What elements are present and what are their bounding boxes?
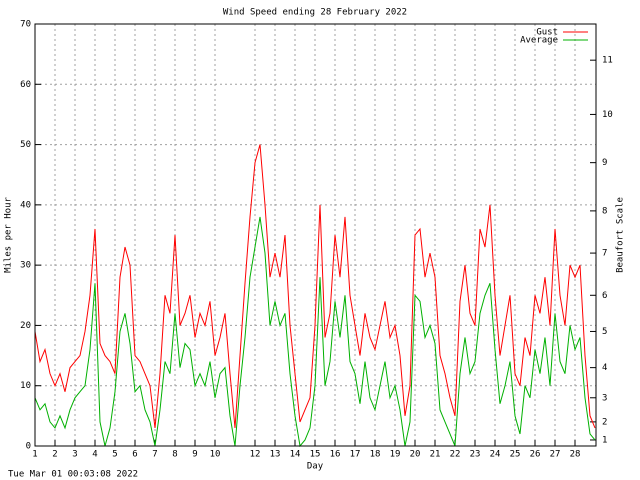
legend-label: Average: [520, 36, 558, 46]
x-tick-label: 27: [550, 450, 561, 460]
x-tick-label: 19: [390, 450, 401, 460]
x-tick-label: 2: [52, 450, 57, 460]
x-tick-label: 1: [32, 450, 37, 460]
x-tick-label: 14: [290, 450, 301, 460]
x-tick-label: 6: [132, 450, 137, 460]
y2-axis-label: Beaufort Scale: [616, 197, 626, 273]
x-tick-label: 7: [152, 450, 157, 460]
y-axis-label: Miles per Hour: [4, 196, 14, 272]
x-tick-label: 23: [470, 450, 481, 460]
x-tick-label: 13: [270, 450, 281, 460]
chart-title: Wind Speed ending 28 February 2022: [223, 8, 407, 18]
x-tick-label: 9: [192, 450, 197, 460]
x-tick-label: 28: [570, 450, 581, 460]
x-tick-label: 24: [490, 450, 501, 460]
x-tick-label: 18: [370, 450, 381, 460]
x-tick-label: 3: [72, 450, 77, 460]
y2-tick-label: 9: [602, 158, 607, 168]
y2-tick-label: 5: [602, 327, 607, 337]
y-tick-label: 60: [20, 80, 31, 90]
x-tick-label: 25: [510, 450, 521, 460]
data-line: [34, 144, 596, 429]
legend-label: Gust: [536, 28, 558, 38]
x-tick-label: 12: [250, 450, 261, 460]
y2-tick-label: 6: [602, 291, 607, 301]
x-tick-label: 26: [530, 450, 541, 460]
data-line: [34, 216, 596, 448]
timestamp: Tue Mar 01 00:03:08 2022: [8, 470, 138, 480]
x-tick-label: 20: [410, 450, 421, 460]
x-tick-label: 5: [112, 450, 117, 460]
y2-tick-label: 8: [602, 206, 607, 216]
y2-tick-label: 11: [602, 56, 613, 66]
x-tick-label: 15: [310, 450, 321, 460]
x-tick-label: 8: [172, 450, 177, 460]
y-tick-label: 10: [20, 381, 31, 391]
x-tick-label: 21: [430, 450, 441, 460]
y-tick-label: 40: [20, 200, 31, 210]
y2-tick-label: 3: [602, 393, 607, 403]
y-tick-label: 50: [20, 140, 31, 150]
y-tick-label: 30: [20, 261, 31, 271]
x-tick-label: 22: [450, 450, 461, 460]
x-tick-label: 16: [330, 450, 341, 460]
x-axis-label: Day: [307, 462, 324, 472]
y2-tick-label: 1: [602, 435, 607, 445]
y-tick-label: 0: [26, 442, 31, 452]
x-tick-label: 4: [92, 450, 97, 460]
plot-border: [34, 23, 597, 447]
x-tick-label: 10: [210, 450, 221, 460]
y2-tick-label: 2: [602, 417, 607, 427]
y-tick-label: 20: [20, 321, 31, 331]
y2-tick-label: 10: [602, 110, 613, 120]
x-tick-label: 17: [350, 450, 361, 460]
y-tick-label: 70: [20, 20, 31, 30]
y2-tick-label: 7: [602, 249, 607, 259]
y2-tick-label: 4: [602, 363, 607, 373]
